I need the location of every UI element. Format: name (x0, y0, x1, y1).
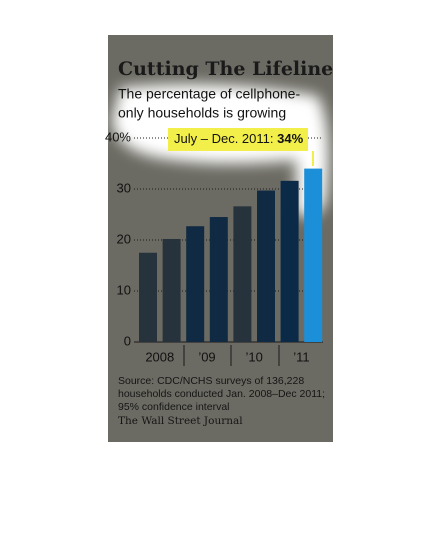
subtitle: only households is growing (118, 105, 286, 121)
source: 95% confidence interval (118, 401, 230, 413)
bar (186, 226, 205, 342)
bar (209, 217, 228, 342)
y-tick-label: 10 (117, 282, 131, 297)
x-tick-label: ’10 (246, 349, 263, 364)
chart-title: Cutting The Lifeline (118, 58, 333, 80)
bar (280, 180, 299, 342)
annotation-box (168, 128, 308, 151)
bar (304, 168, 323, 342)
y-tick-label: 20 (117, 231, 131, 246)
bar (233, 206, 252, 342)
bar (162, 238, 181, 342)
y-tick-label: 30 (117, 180, 131, 195)
subtitle: The percentage of cellphone- (118, 86, 300, 102)
annotation: July – Dec. 2011: 34% (174, 131, 304, 146)
bar (139, 252, 157, 342)
y-tick-label: 0 (124, 333, 131, 348)
x-tick-label: ’09 (198, 349, 215, 364)
credit: The Wall Street Journal (118, 415, 243, 427)
y-tick-label: 40% (105, 129, 131, 144)
plot: 0 10 20 30 40% 2008 ’09 ’10 ’11 (105, 129, 323, 364)
source: Source: CDC/NCHS surveys of 136,228 (118, 375, 304, 387)
annotation-value: 34% (277, 131, 303, 146)
x-tick-label: ’11 (293, 349, 309, 364)
source: households conducted Jan. 2008–Dec 2011; (118, 388, 325, 400)
bar (257, 190, 275, 342)
annotation-label: July – Dec. 2011: (174, 131, 273, 146)
x-tick-label: 2008 (145, 349, 174, 364)
